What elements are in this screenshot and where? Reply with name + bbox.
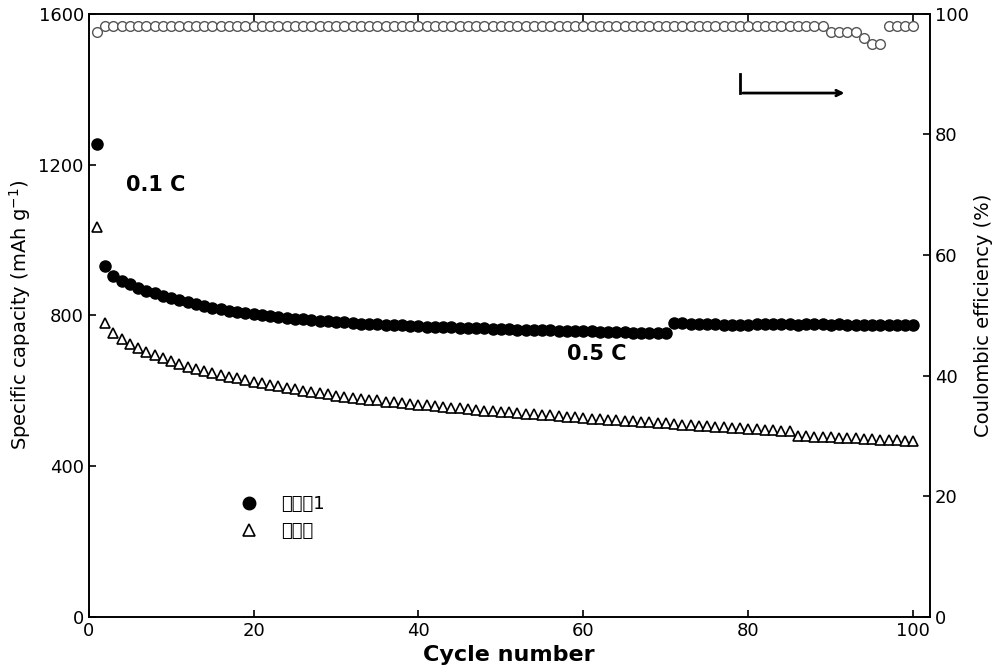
Y-axis label: Coulombic efficiency (%): Coulombic efficiency (%) [974, 194, 993, 437]
Y-axis label: Specific capacity (mAh g$^{-1}$): Specific capacity (mAh g$^{-1}$) [7, 180, 33, 450]
Text: 0.1 C: 0.1 C [126, 175, 185, 195]
Legend: 实施例1, 对比例: 实施例1, 对比例 [224, 488, 332, 547]
X-axis label: Cycle number: Cycle number [423, 645, 595, 665]
Text: 0.5 C: 0.5 C [567, 345, 626, 364]
